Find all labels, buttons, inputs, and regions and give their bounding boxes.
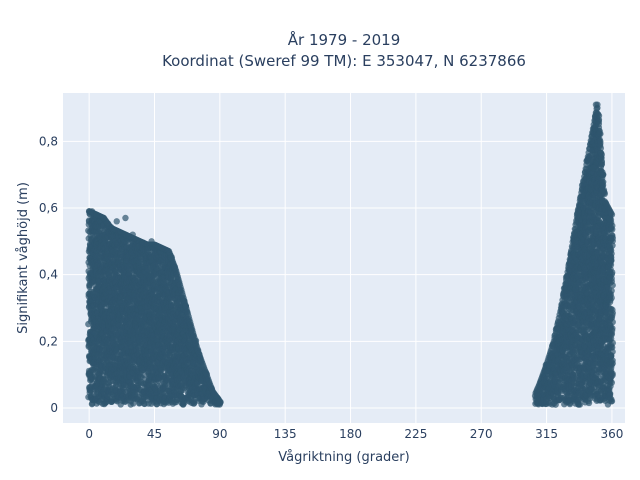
data-point [216,398,224,405]
data-points [85,101,616,408]
grid-lines [63,93,625,423]
